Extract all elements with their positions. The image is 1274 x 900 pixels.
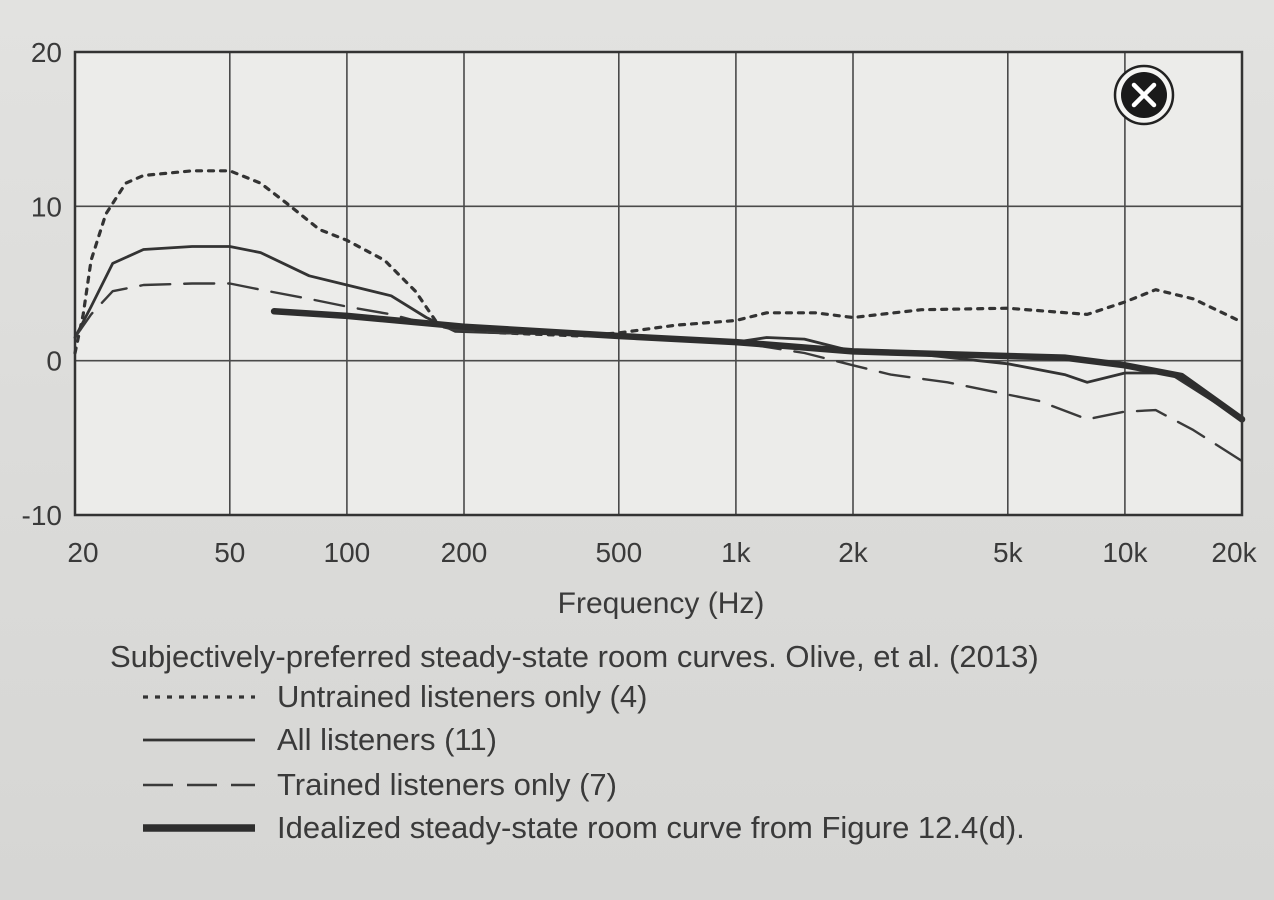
legend-label: Untrained listeners only (4) — [277, 679, 647, 714]
x-tick-labels: 20 50 100 200 500 1k 2k 5k 10k 20k — [67, 537, 1257, 568]
legend-label: All listeners (11) — [277, 722, 497, 757]
legend-label: Trained listeners only (7) — [277, 767, 617, 802]
y-tick-label: 10 — [31, 191, 62, 222]
series-line-thick — [270, 308, 1246, 423]
x-tick-label: 100 — [324, 537, 371, 568]
y-tick-label: 0 — [46, 346, 62, 377]
y-tick-label: 20 — [31, 37, 62, 68]
x-tick-label: 10k — [1102, 537, 1148, 568]
x-tick-label: 20k — [1211, 537, 1257, 568]
plot-frame — [73, 50, 1244, 517]
chart-title: Subjectively-preferred steady-state room… — [110, 639, 1039, 674]
close-icon — [1131, 82, 1157, 108]
x-tick-label: 500 — [595, 537, 642, 568]
x-tick-label: 50 — [214, 537, 245, 568]
close-button[interactable] — [1113, 64, 1175, 126]
y-tick-labels: 20 10 0 -10 — [22, 37, 62, 531]
legend: Untrained listeners only (4) All listener… — [143, 679, 1025, 845]
plot-area — [75, 52, 1242, 515]
series-lines — [73, 169, 1246, 463]
x-tick-label: 20 — [67, 537, 98, 568]
x-tick-label: 200 — [441, 537, 488, 568]
x-axis-label: Frequency (Hz) — [558, 587, 765, 620]
x-tick-label: 1k — [721, 537, 752, 568]
legend-label: Idealized steady-state room curve from F… — [277, 810, 1025, 845]
y-tick-label: -10 — [22, 500, 62, 531]
x-tick-label: 2k — [838, 537, 869, 568]
x-tick-label: 5k — [993, 537, 1024, 568]
